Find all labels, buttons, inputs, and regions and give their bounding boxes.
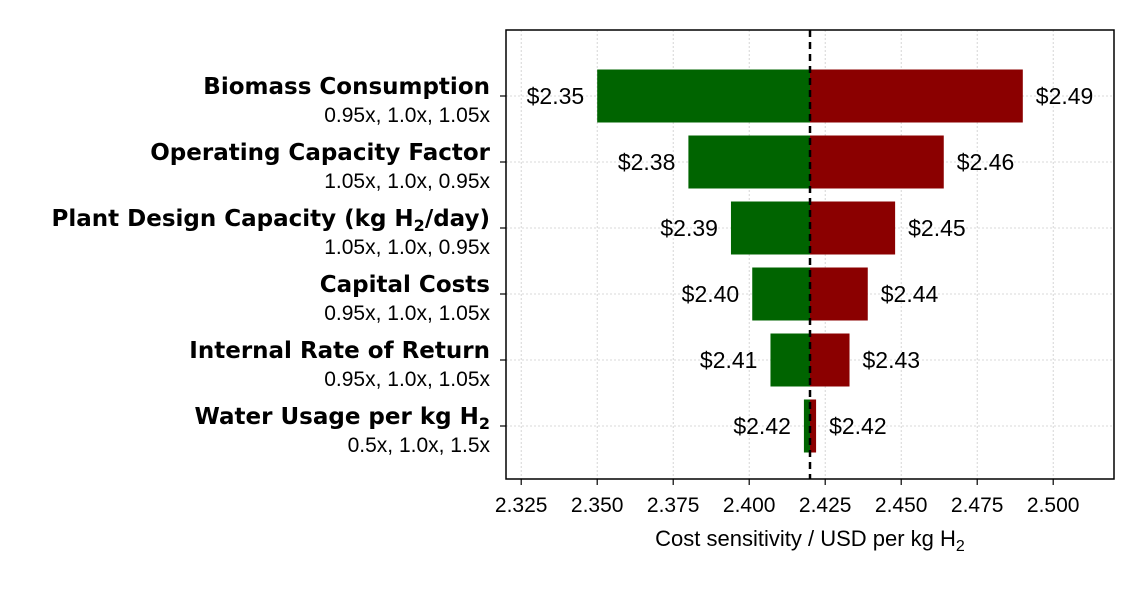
value-label-low: $2.41 xyxy=(700,347,758,373)
bar-high xyxy=(810,201,896,255)
x-axis-label: Cost sensitivity / USD per kg H2 xyxy=(655,526,965,555)
category-name: Water Usage per kg H xyxy=(194,404,478,430)
category-label: Water Usage per kg H2 xyxy=(194,404,490,433)
category-factors: 0.95x, 1.0x, 1.05x xyxy=(324,368,490,391)
bars xyxy=(597,69,1023,453)
category-name: Operating Capacity Factor xyxy=(150,140,490,166)
value-label-high: $2.42 xyxy=(829,413,887,439)
x-tick-label: 2.475 xyxy=(951,494,1004,517)
category-label: Operating Capacity Factor xyxy=(150,140,490,166)
bar-low xyxy=(688,135,810,189)
bar-low xyxy=(803,399,810,453)
bar-high xyxy=(810,267,868,321)
x-axis-label-text: Cost sensitivity / USD per kg H xyxy=(655,526,956,551)
bar-high xyxy=(810,135,944,189)
plot-frame xyxy=(505,29,1115,480)
bar-high xyxy=(810,69,1023,123)
category-label: Internal Rate of Return xyxy=(189,338,490,364)
category-label: Plant Design Capacity (kg H2/day) xyxy=(52,206,491,235)
category-name-tail: /day) xyxy=(425,206,490,232)
x-tick-label: 2.350 xyxy=(571,494,624,517)
value-label-high: $2.46 xyxy=(957,149,1015,175)
value-label-low: $2.38 xyxy=(618,149,676,175)
category-name: Plant Design Capacity (kg H xyxy=(52,206,414,232)
bar-low xyxy=(752,267,810,321)
value-labels: $2.35 $2.49 $2.38 $2.46 $2.39 $2.45 $2.40 $2.44… xyxy=(527,83,1094,439)
category-name-subscript: 2 xyxy=(414,216,425,235)
x-tick-label: 2.375 xyxy=(647,494,700,517)
category-label: Biomass Consumption xyxy=(203,74,490,100)
value-label-low: $2.35 xyxy=(527,83,585,109)
x-tick-label: 2.325 xyxy=(495,494,548,517)
value-label-low: $2.42 xyxy=(733,413,791,439)
x-axis-ticks: 2.325 2.350 2.375 2.400 2.425 2.450 2.475 2.500 xyxy=(495,95,1080,517)
x-tick-label: 2.500 xyxy=(1027,494,1080,517)
x-tick-label: 2.425 xyxy=(799,494,852,517)
category-name: Internal Rate of Return xyxy=(189,338,490,364)
bar-low xyxy=(597,69,810,123)
category-factors: 0.95x, 1.0x, 1.05x xyxy=(324,302,490,325)
category-name-subscript: 2 xyxy=(479,414,490,433)
category-factors: 1.05x, 1.0x, 0.95x xyxy=(324,236,490,259)
category-label: Capital Costs xyxy=(320,272,490,298)
value-label-high: $2.49 xyxy=(1036,83,1094,109)
value-label-high: $2.45 xyxy=(908,215,966,241)
value-label-low: $2.40 xyxy=(682,281,740,307)
bar-low xyxy=(770,333,810,387)
x-axis-label-subscript: 2 xyxy=(956,538,965,555)
category-factors: 1.05x, 1.0x, 0.95x xyxy=(324,170,490,193)
y-axis-labels: Biomass Consumption 0.95x, 1.0x, 1.05x Ope… xyxy=(52,74,491,457)
category-name: Biomass Consumption xyxy=(203,74,490,100)
x-tick-label: 2.400 xyxy=(723,494,776,517)
value-label-high: $2.44 xyxy=(881,281,939,307)
bar-high xyxy=(810,333,850,387)
x-tick-label: 2.450 xyxy=(875,494,928,517)
category-factors: 0.95x, 1.0x, 1.05x xyxy=(324,104,490,127)
category-factors: 0.5x, 1.0x, 1.5x xyxy=(348,434,491,457)
value-label-high: $2.43 xyxy=(863,347,921,373)
bar-high xyxy=(810,399,817,453)
bar-low xyxy=(730,201,810,255)
category-name: Capital Costs xyxy=(320,272,490,298)
value-label-low: $2.39 xyxy=(660,215,718,241)
